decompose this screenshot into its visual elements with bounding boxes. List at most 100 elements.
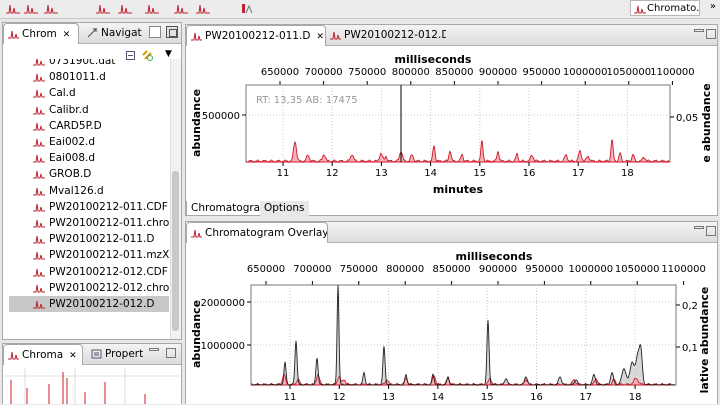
tab-label: Chrom xyxy=(22,28,57,40)
file-tree-scrollbar[interactable] xyxy=(170,59,181,339)
chromatogram-icon[interactable] xyxy=(24,2,38,14)
run-icon[interactable] xyxy=(240,2,254,14)
tree-item-label: 073190c.dat xyxy=(49,59,116,67)
bottom-axis-tick-label: 14 xyxy=(424,168,437,179)
tree-item-label: Eai008.d xyxy=(49,152,96,165)
editor-tabbar: PW20100212-011.D ✕ PW20100212-012.D xyxy=(186,25,717,46)
chromatogram-preview-panel: Chroma ✕ Propert xyxy=(2,343,182,404)
tab-chromatogram-files[interactable]: Chrom ✕ xyxy=(3,23,79,44)
bottom-axis-tick-label: 13 xyxy=(375,168,388,179)
chromatogram-icon xyxy=(8,30,19,39)
left-axis-title: abundance xyxy=(190,89,203,157)
left-axis-ticks: 2000000 1000000 xyxy=(200,298,251,352)
tree-item-label: PW20100212-011.chrom xyxy=(49,217,169,229)
top-axis-tick-label: 1050000 xyxy=(615,264,660,275)
navigator-icon xyxy=(87,28,98,38)
chromatogram-icon[interactable] xyxy=(44,2,58,14)
tree-item-file[interactable]: PW20100212-012.CDF xyxy=(33,264,168,280)
bottom-axis-tick-label: 13 xyxy=(382,392,395,403)
tree-item-file[interactable]: PW20100212-012.chrom xyxy=(33,280,169,296)
close-icon[interactable]: ✕ xyxy=(62,30,71,40)
link-with-editor-icon[interactable] xyxy=(141,49,154,62)
tree-item-label: PW20100212-011.D xyxy=(49,233,155,246)
left-axis-ticks: 500000 xyxy=(202,111,246,122)
preview-tabbar: Chroma ✕ Propert xyxy=(3,344,181,365)
top-axis-title: milliseconds xyxy=(395,53,472,66)
tree-item-file[interactable]: Mval126.d xyxy=(33,183,104,199)
chromatogram-file-icon xyxy=(33,203,45,212)
perspective-switcher[interactable]: Chromato... xyxy=(630,0,700,16)
chromatogram-icon[interactable] xyxy=(6,2,20,14)
bottom-axis-tick-label: 11 xyxy=(277,168,290,179)
scrollbar-thumb[interactable] xyxy=(172,171,179,331)
bottom-axis-tick-label: 12 xyxy=(333,392,346,403)
maximize-button[interactable] xyxy=(706,29,716,39)
top-axis-tick-label: 850000 xyxy=(433,264,471,275)
bottom-axis-tick-label: 15 xyxy=(481,392,494,403)
tree-item-label: GROB.D xyxy=(49,168,92,181)
right-axis-tick-label: 0,2 xyxy=(682,301,698,312)
view-menu-chevron-down-icon[interactable]: ▼ xyxy=(165,49,172,59)
minimize-button[interactable] xyxy=(149,26,161,38)
bottom-axis-tick-label: 17 xyxy=(572,168,585,179)
close-icon[interactable]: ✕ xyxy=(69,351,77,361)
tab-navigator[interactable]: Navigat xyxy=(83,23,143,43)
tab-chromatogram-view[interactable]: Chromatogram xyxy=(186,201,276,216)
tree-item-file[interactable]: PW20100212-011.CDF xyxy=(33,199,168,215)
tree-item-label: Eai002.d xyxy=(49,136,96,148)
tab-chromatogram-preview[interactable]: Chroma ✕ xyxy=(3,344,83,365)
left-axis-tick-label: 500000 xyxy=(202,111,240,122)
tree-item-file[interactable]: GROB.D xyxy=(33,166,91,182)
plot-area[interactable] xyxy=(245,84,671,163)
chromatogram-file-icon xyxy=(33,122,45,131)
file-explorer-tabbar: Chrom ✕ Navigat xyxy=(3,23,181,44)
collapse-all-icon[interactable] xyxy=(126,51,135,60)
tree-item-label: Calibr.d xyxy=(49,103,89,116)
overlay-chart[interactable]: milliseconds 650000 700000 750000 800000 850… xyxy=(186,242,717,405)
tree-item-file[interactable]: PW20100212-012.D xyxy=(9,296,169,312)
tree-item-file[interactable]: 073190c.dat xyxy=(33,59,115,69)
chromatogram-chart[interactable]: milliseconds 650000 700000 750000 800000 850… xyxy=(186,45,717,202)
more-perspectives-button[interactable]: » xyxy=(709,1,716,12)
chromatogram-edit-icon[interactable] xyxy=(118,2,132,14)
top-axis-tick-label: 850000 xyxy=(435,67,473,78)
tree-item-file[interactable]: CARD5P.D xyxy=(33,118,102,134)
bottom-axis-tick-label: 12 xyxy=(326,168,339,179)
tree-item-label: Mval126.d xyxy=(49,184,104,197)
chromatogram-export-icon[interactable] xyxy=(174,2,188,14)
maximize-button[interactable] xyxy=(166,26,178,38)
tab-chromatogram-overlay[interactable]: Chromatogram Overlay✕ xyxy=(186,222,328,243)
top-axis-tick-label: 1050000 xyxy=(607,67,652,78)
plot-area[interactable] xyxy=(250,284,677,386)
tree-item-file[interactable]: Eai002.d xyxy=(33,134,95,150)
perspective-label: Chromato... xyxy=(647,3,700,14)
bottom-axis-tick-label: 16 xyxy=(523,168,536,179)
tree-item-file[interactable]: Eai008.d xyxy=(33,150,95,166)
tab-properties[interactable]: Propert xyxy=(87,344,147,364)
tab-editor-file-011[interactable]: PW20100212-011.D ✕ xyxy=(186,25,326,46)
minimize-button[interactable] xyxy=(694,226,704,229)
tree-item-file[interactable]: PW20100212-011.D xyxy=(33,231,154,247)
chromatogram-add-icon[interactable] xyxy=(96,2,110,14)
chromatogram-import-icon[interactable] xyxy=(196,2,210,14)
tree-item-file[interactable]: Cal.d xyxy=(33,85,76,101)
tab-options-view[interactable]: Options xyxy=(260,201,309,216)
maximize-button[interactable] xyxy=(166,348,176,358)
chromatogram-icon xyxy=(330,31,341,40)
chromatogram-remove-icon[interactable] xyxy=(145,2,159,14)
top-axis-tick-label: 700000 xyxy=(293,264,331,275)
close-icon[interactable]: ✕ xyxy=(316,32,324,42)
minimize-button[interactable] xyxy=(694,29,704,32)
maximize-button[interactable] xyxy=(706,226,716,236)
tree-item-file[interactable]: PW20100212-011.mzXML xyxy=(33,247,169,263)
tree-item-file[interactable]: 0801011.d xyxy=(33,69,106,85)
tab-editor-file-012[interactable]: PW20100212-012.D xyxy=(326,25,446,45)
top-axis-tick-label: 1100000 xyxy=(661,264,706,275)
tree-item-file[interactable]: Calibr.d xyxy=(33,102,89,118)
chromatogram-file-icon xyxy=(33,284,45,293)
tree-item-file[interactable]: PW20100212-011.chrom xyxy=(33,215,169,231)
top-axis-tick-label: 800000 xyxy=(392,67,430,78)
tab-label: PW20100212-012.D xyxy=(344,29,446,41)
minimize-button[interactable] xyxy=(149,348,159,351)
file-explorer-panel: Chrom ✕ Navigat ▼ 073190c.dat 0801011.d Cal… xyxy=(2,22,182,340)
